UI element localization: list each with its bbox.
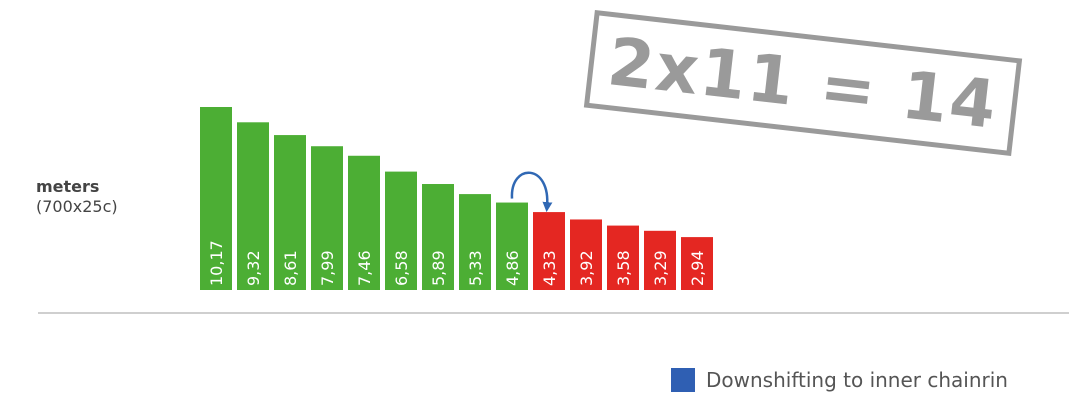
bar-4,86 bbox=[496, 202, 528, 290]
bar-6,58 bbox=[385, 171, 417, 290]
bar-3,92 bbox=[570, 219, 602, 290]
bar-label-5,89: 5,89 bbox=[429, 250, 448, 286]
bar-label-9,32: 9,32 bbox=[244, 250, 263, 286]
bar-label-3,29: 3,29 bbox=[651, 250, 670, 286]
bar-label-3,58: 3,58 bbox=[614, 250, 633, 286]
bar-8,61 bbox=[274, 135, 306, 290]
legend-swatch bbox=[671, 368, 695, 392]
shift-arrow bbox=[510, 171, 553, 213]
y-axis-subtitle: (700x25c) bbox=[36, 197, 118, 216]
bar-label-8,61: 8,61 bbox=[281, 250, 300, 286]
bar-label-5,33: 5,33 bbox=[466, 250, 485, 286]
bar-label-4,86: 4,86 bbox=[503, 250, 522, 286]
bar-10,17 bbox=[200, 107, 232, 290]
bar-9,32 bbox=[237, 122, 269, 290]
bar-5,89 bbox=[422, 184, 454, 290]
bar-label-2,94: 2,94 bbox=[688, 250, 707, 286]
legend: Downshifting to inner chainrin bbox=[671, 368, 1008, 392]
bar-5,33 bbox=[459, 194, 491, 290]
bar-label-7,46: 7,46 bbox=[355, 250, 374, 286]
bar-7,99 bbox=[311, 146, 343, 290]
bar-3,58 bbox=[607, 225, 639, 290]
bar-label-7,99: 7,99 bbox=[318, 250, 337, 286]
bar-4,33 bbox=[533, 212, 565, 290]
bar-label-4,33: 4,33 bbox=[540, 250, 559, 286]
legend-label: Downshifting to inner chainrin bbox=[706, 368, 1008, 392]
bar-label-3,92: 3,92 bbox=[577, 250, 596, 286]
bar-label-6,58: 6,58 bbox=[392, 250, 411, 286]
bar-label-10,17: 10,17 bbox=[207, 240, 226, 286]
y-axis-label: meters (700x25c) bbox=[36, 177, 118, 217]
bar-2,94 bbox=[681, 237, 713, 290]
bar-7,46 bbox=[348, 155, 380, 290]
y-axis-unit: meters bbox=[36, 177, 100, 196]
bar-3,29 bbox=[644, 230, 676, 290]
